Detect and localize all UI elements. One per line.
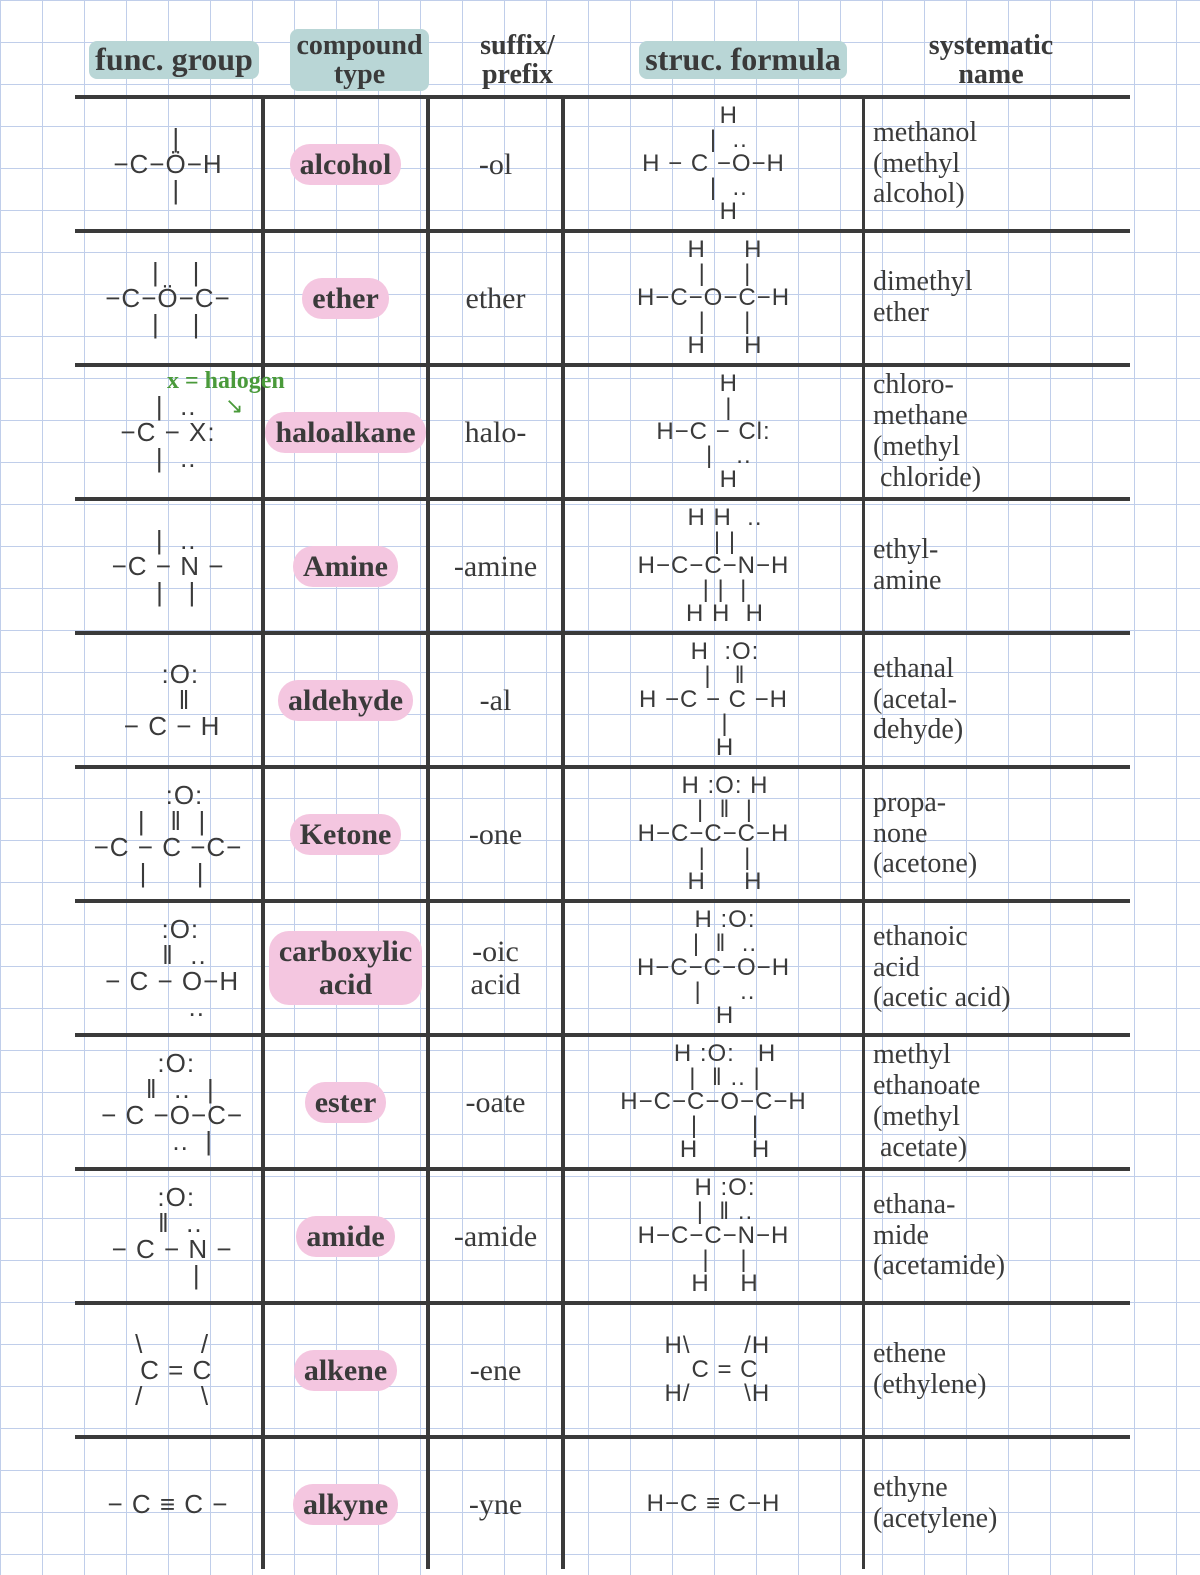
func-group-structure: | .. −C − N − | | — [75, 501, 265, 631]
structural-formula: H :O: H | ‖ | H−C−C−C−H | | H H — [565, 769, 865, 899]
table-row: x = halogen↘ | .. −C − X: | ..haloalkane… — [75, 363, 1130, 497]
compound-type: alkyne — [265, 1439, 430, 1569]
systematic-name: ethana- mide (acetamide) — [865, 1171, 1125, 1301]
systematic-name: ethanoic acid (acetic acid) — [865, 903, 1125, 1033]
arrow-icon: ↘ — [225, 393, 243, 419]
structural-formula: H | H−C − Cl: | .. H — [565, 367, 865, 497]
func-group-structure: | | −C−Ö−C− | | — [75, 233, 265, 363]
compound-type: alkene — [265, 1305, 430, 1435]
table-row: | −C−Ö−H |alcohol-ol H | .. H − C −O−H |… — [75, 95, 1130, 229]
structural-formula: H :O: | ‖ H −C − C −H | H — [565, 635, 865, 765]
col-header-func-group: func. group — [75, 39, 273, 81]
systematic-name: ethanal (acetal- dehyde) — [865, 635, 1125, 765]
col-header-systematic-name: systematic name — [897, 29, 1085, 92]
table-row: :O: ‖ .. − C − N − |amide-amide H :O: | … — [75, 1167, 1130, 1301]
structural-formula: H :O: | ‖ .. H−C−C−O−H | .. H — [565, 903, 865, 1033]
systematic-name: dimethyl ether — [865, 233, 1125, 363]
suffix-prefix: -oate — [430, 1037, 565, 1167]
compound-type: Ketone — [265, 769, 430, 899]
table-row: :O: | ‖ | −C − C −C− | |Ketone-one H :O:… — [75, 765, 1130, 899]
structural-formula: H H .. | | H−C−C−N−H | | | H H H — [565, 501, 865, 631]
structural-formula: H :O: H | ‖ .. | H−C−C−O−C−H | | H H — [565, 1037, 865, 1167]
suffix-prefix: halo- — [430, 367, 565, 497]
suffix-prefix: -al — [430, 635, 565, 765]
systematic-name: chloro- methane (methyl chloride) — [865, 367, 1125, 497]
table-row: :O: ‖ .. | − C −O−C− .. |ester-oate H :O… — [75, 1033, 1130, 1167]
suffix-prefix: -yne — [430, 1439, 565, 1569]
suffix-prefix: -amine — [430, 501, 565, 631]
systematic-name: ethyne (acetylene) — [865, 1439, 1125, 1569]
compound-type: amide — [265, 1171, 430, 1301]
func-group-structure: :O: ‖ .. | − C −O−C− .. | — [75, 1037, 265, 1167]
col-header-suffix-prefix: suffix/ prefix — [446, 29, 589, 92]
systematic-name: methanol (methyl alcohol) — [865, 99, 1125, 229]
compound-type: ether — [265, 233, 430, 363]
compound-type: Amine — [265, 501, 430, 631]
compound-type: haloalkane — [265, 367, 430, 497]
func-group-structure: | −C−Ö−H | — [75, 99, 265, 229]
func-group-structure: \ / C = C / \ — [75, 1305, 265, 1435]
suffix-prefix: -oic acid — [430, 903, 565, 1033]
table-row: − C ≡ C −alkyne-yneH−C ≡ C−Hethyne (acet… — [75, 1435, 1130, 1569]
table-header: func. group compound type suffix/ prefix… — [75, 25, 1130, 95]
compound-type: carboxylic acid — [265, 903, 430, 1033]
functional-groups-table: func. group compound type suffix/ prefix… — [75, 25, 1130, 1569]
func-group-structure: :O: | ‖ | −C − C −C− | | — [75, 769, 265, 899]
table-row: :O: ‖ .. − C − O−H ..carboxylic acid-oic… — [75, 899, 1130, 1033]
halogen-note: x = halogen — [167, 369, 285, 393]
suffix-prefix: -ene — [430, 1305, 565, 1435]
structural-formula: H H | | H−C−O−C−H | | H H — [565, 233, 865, 363]
table-row: \ / C = C / \alkene-ene H\ /H C = C H/ \… — [75, 1301, 1130, 1435]
structural-formula: H\ /H C = C H/ \H — [565, 1305, 865, 1435]
systematic-name: methyl ethanoate (methyl acetate) — [865, 1037, 1125, 1167]
func-group-structure: − C ≡ C − — [75, 1439, 265, 1569]
systematic-name: ethene (ethylene) — [865, 1305, 1125, 1435]
suffix-prefix: -one — [430, 769, 565, 899]
suffix-prefix: -ol — [430, 99, 565, 229]
structural-formula: H−C ≡ C−H — [565, 1439, 865, 1569]
func-group-structure: :O: ‖ .. − C − N − | — [75, 1171, 265, 1301]
compound-type: alcohol — [265, 99, 430, 229]
func-group-structure: :O: ‖ − C − H — [75, 635, 265, 765]
col-header-compound-type: compound type — [273, 27, 446, 94]
compound-type: ester — [265, 1037, 430, 1167]
systematic-name: ethyl- amine — [865, 501, 1125, 631]
table-row: :O: ‖ − C − Haldehyde-al H :O: | ‖ H −C … — [75, 631, 1130, 765]
compound-type: aldehyde — [265, 635, 430, 765]
systematic-name: propa- none (acetone) — [865, 769, 1125, 899]
func-group-structure: :O: ‖ .. − C − O−H .. — [75, 903, 265, 1033]
table-row: | | −C−Ö−C− | |etherether H H | | H−C−O−… — [75, 229, 1130, 363]
table-row: | .. −C − N − | |Amine-amine H H .. | | … — [75, 497, 1130, 631]
structural-formula: H | .. H − C −O−H | .. H — [565, 99, 865, 229]
col-header-struc-formula: struc. formula — [589, 39, 897, 81]
suffix-prefix: -amide — [430, 1171, 565, 1301]
suffix-prefix: ether — [430, 233, 565, 363]
structural-formula: H :O: | ‖ .. H−C−C−N−H | | H H — [565, 1171, 865, 1301]
